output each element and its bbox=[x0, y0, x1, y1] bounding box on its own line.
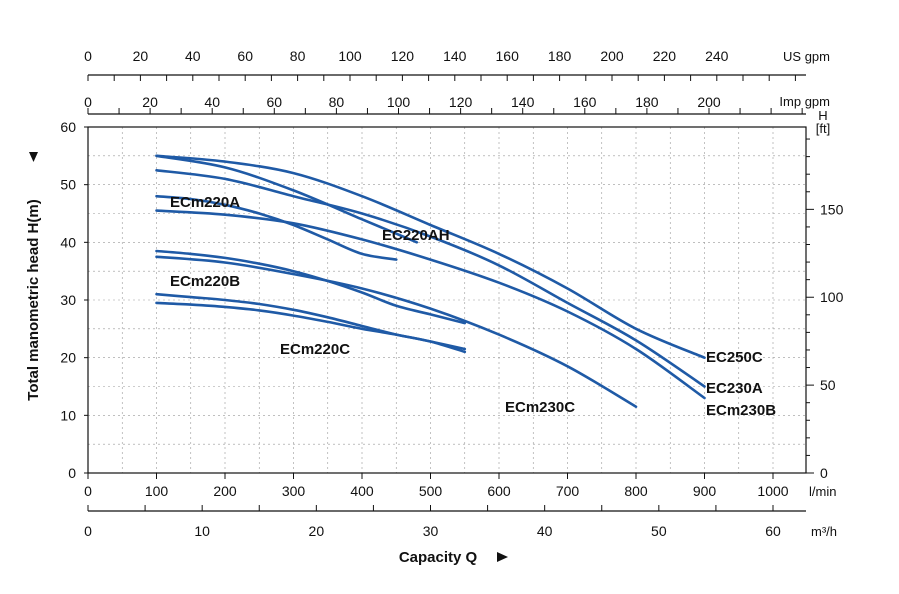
usgpm-tick-label: 140 bbox=[443, 48, 467, 64]
y2-unit-label: H bbox=[818, 108, 827, 123]
x-tick-label: 900 bbox=[693, 483, 717, 499]
x-tick-label: 500 bbox=[419, 483, 443, 499]
m3h-tick-label: 50 bbox=[651, 523, 667, 539]
impgpm-tick-label: 40 bbox=[204, 94, 220, 110]
usgpm-unit-label: US gpm bbox=[783, 49, 830, 64]
curve-ecm230c bbox=[155, 255, 638, 408]
impgpm-tick-label: 120 bbox=[449, 94, 473, 110]
impgpm-tick-label: 200 bbox=[697, 94, 721, 110]
curve-ecm220c_b bbox=[155, 301, 467, 351]
impgpm-tick-label: 180 bbox=[635, 94, 659, 110]
curve-ecm220b bbox=[155, 249, 467, 325]
curve-label-ec220ah: EC220AH bbox=[382, 227, 450, 244]
x-axis-title: Capacity Q bbox=[399, 549, 478, 566]
y-tick-label: 60 bbox=[60, 119, 76, 135]
m3h-tick-label: 40 bbox=[537, 523, 553, 539]
curve-labels: EC250C EC230A ECm230B ECm220A EC220AH ECm220B… bbox=[170, 194, 776, 419]
x-unit-label: l/min bbox=[809, 484, 836, 499]
usgpm-tick-label: 180 bbox=[548, 48, 572, 64]
x-tick-label: 400 bbox=[350, 483, 374, 499]
curve-label-ec250c: EC250C bbox=[706, 349, 763, 366]
curve-ecm230b bbox=[155, 209, 706, 400]
m3h-unit-label: m³/h bbox=[811, 524, 837, 539]
y2-tick-label: 50 bbox=[820, 377, 836, 393]
x-tick-label: 200 bbox=[213, 483, 237, 499]
m3h-tick-label: 30 bbox=[423, 523, 439, 539]
curve-label-ecm220a: ECm220A bbox=[170, 194, 240, 211]
curve-label-ecm220c: ECm220C bbox=[280, 341, 350, 358]
usgpm-tick-label: 220 bbox=[653, 48, 677, 64]
y-tick-label: 0 bbox=[68, 465, 76, 481]
x-tick-label: 100 bbox=[145, 483, 169, 499]
usgpm-tick-label: 40 bbox=[185, 48, 201, 64]
x-axis-arrow-icon bbox=[497, 552, 508, 562]
curve-ec230a bbox=[155, 169, 706, 388]
impgpm-tick-label: 140 bbox=[511, 94, 535, 110]
curves bbox=[155, 154, 706, 408]
curve-label-ecm220b: ECm220B bbox=[170, 273, 240, 290]
curve-label-ecm230c: ECm230C bbox=[505, 399, 575, 416]
m3h-tick-label: 60 bbox=[765, 523, 781, 539]
usgpm-tick-label: 20 bbox=[133, 48, 149, 64]
m3h-tick-label: 0 bbox=[84, 523, 92, 539]
impgpm-tick-label: 0 bbox=[84, 94, 92, 110]
impgpm-tick-label: 80 bbox=[329, 94, 345, 110]
y2-tick-label: 150 bbox=[820, 201, 844, 217]
y2-tick-label: 0 bbox=[820, 465, 828, 481]
y-tick-label: 40 bbox=[60, 234, 76, 250]
y-axis-arrow-icon bbox=[29, 152, 38, 162]
y2-tick-label: 100 bbox=[820, 289, 844, 305]
usgpm-tick-label: 0 bbox=[84, 48, 92, 64]
usgpm-tick-label: 60 bbox=[237, 48, 253, 64]
curve-label-ec230a: EC230A bbox=[706, 380, 763, 397]
y-tick-label: 50 bbox=[60, 177, 76, 193]
grid bbox=[88, 127, 806, 473]
x-tick-label: 1000 bbox=[757, 483, 788, 499]
x-tick-label: 800 bbox=[624, 483, 648, 499]
m3h-tick-label: 20 bbox=[309, 523, 325, 539]
x-tick-label: 700 bbox=[556, 483, 580, 499]
usgpm-tick-label: 200 bbox=[600, 48, 624, 64]
impgpm-unit-label: Imp gpm bbox=[779, 94, 830, 109]
impgpm-tick-label: 100 bbox=[387, 94, 411, 110]
impgpm-tick-label: 160 bbox=[573, 94, 597, 110]
y-tick-label: 10 bbox=[60, 407, 76, 423]
usgpm-tick-label: 160 bbox=[496, 48, 520, 64]
x-tick-label: 600 bbox=[487, 483, 511, 499]
y-axis-title: Total manometric head H(m) bbox=[25, 199, 42, 400]
impgpm-tick-label: 60 bbox=[267, 94, 283, 110]
usgpm-tick-label: 100 bbox=[338, 48, 362, 64]
curve-ecm220a bbox=[155, 194, 398, 261]
usgpm-tick-label: 80 bbox=[290, 48, 306, 64]
y-tick-label: 30 bbox=[60, 292, 76, 308]
x-tick-label: 0 bbox=[84, 483, 92, 499]
impgpm-tick-label: 20 bbox=[142, 94, 158, 110]
m3h-tick-label: 10 bbox=[194, 523, 210, 539]
y-tick-label: 20 bbox=[60, 350, 76, 366]
usgpm-tick-label: 120 bbox=[391, 48, 415, 64]
curve-ec250c bbox=[155, 154, 706, 359]
curve-ec220ah bbox=[155, 154, 419, 244]
axis-titles: Total manometric head H(m) Capacity Q bbox=[25, 152, 508, 566]
x-tick-label: 300 bbox=[282, 483, 306, 499]
usgpm-tick-label: 240 bbox=[705, 48, 729, 64]
y2-unit-label: [ft] bbox=[816, 121, 830, 136]
curve-label-ecm230b: ECm230B bbox=[706, 402, 776, 419]
